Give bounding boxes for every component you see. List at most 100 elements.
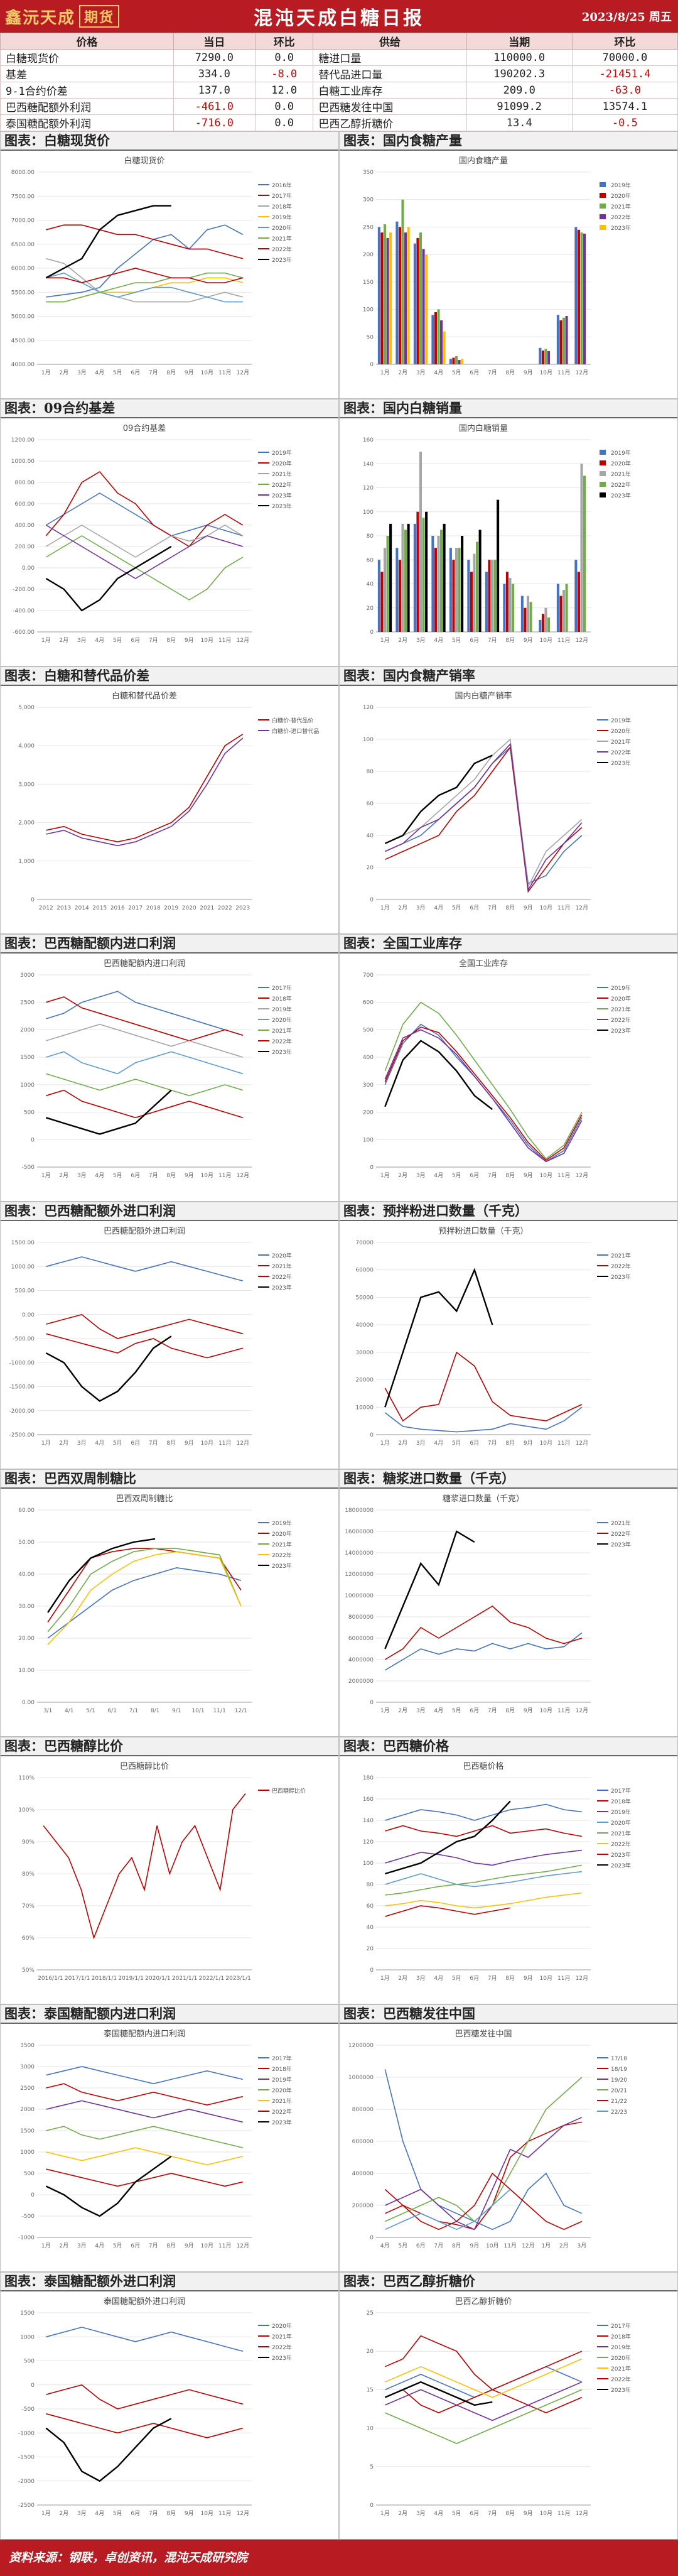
chart-svg: 巴西糖价格 0 20 40 60 80 100 120 140 160 180 1月 2月 3月 4月 5月 6…: [363, 1761, 631, 1982]
series-line: [46, 991, 244, 1036]
y-tick-label: 0: [31, 897, 35, 903]
y-tick-label: 250: [363, 224, 374, 231]
series-line: [46, 2327, 244, 2352]
series-line: [384, 2188, 511, 2231]
x-tick-label: 2月: [398, 1440, 407, 1447]
y-tick-label: 0: [370, 2503, 374, 2509]
chart-svg: 巴西乙醇折糖价 0 5 10 15 20 25 1月 2月 3月 4月 5月 6月 7月 8月 9月 10月 11…: [367, 2296, 631, 2517]
x-tick-label: 9月: [185, 369, 194, 376]
y-tick-label: 90%: [22, 1839, 35, 1845]
chart-svg: 国内白糖产销率 0 20 40 60 80 100 120 1月 2月 3月 4月 5月 6月 7月 8月 9月…: [363, 691, 631, 911]
bar: [526, 595, 530, 632]
legend-label: 2022年: [611, 2376, 631, 2383]
x-tick-label: 5月: [452, 637, 461, 644]
x-tick-label: 3月: [77, 369, 87, 376]
legend-label: 2019年: [272, 214, 292, 221]
y-tick-label: 4500.00: [11, 338, 35, 344]
legend-label: 2016年: [272, 182, 292, 189]
y-tick-label: 2000: [20, 2107, 35, 2113]
bar: [559, 595, 562, 632]
series-line: [385, 1905, 510, 1917]
bar: [431, 536, 434, 632]
chart-svg: 国内食糖产量 0 50 100 150 200 250 300 350 1月 2月 3月 4月 5月 6月 7…: [363, 156, 631, 376]
legend-label: 2020年: [272, 1530, 292, 1538]
x-tick-label: 3月: [416, 637, 426, 644]
y-tick-label: 5: [370, 2464, 374, 2470]
chart-panel: 图表：巴西糖发往中国 巴西糖发往中国 0 200000 400000 600000 8000…: [339, 2004, 678, 2272]
summary-cell: 190202.3: [466, 65, 573, 82]
chart-panel: 图表：巴西糖价格 巴西糖价格 0 20 40 60 80 100 120 140 160 180 1月 2…: [339, 1737, 678, 2004]
bar: [422, 249, 425, 364]
x-tick-label: 6月: [470, 637, 479, 644]
x-tick-label: 6/1: [107, 1708, 116, 1714]
legend-label: 2023年: [611, 1027, 631, 1035]
x-tick-label: 11/1: [213, 1708, 226, 1714]
bar: [547, 351, 551, 364]
legend-label: 2023年: [272, 2119, 292, 2126]
summary-table: 价格 当日 环比 供给 当期 环比 白糖现货价 7290.0 0.0 糖进口量 110000.0 7…: [0, 33, 678, 131]
x-tick-label: 4月: [95, 2510, 104, 2517]
y-tick-label: 0: [31, 2192, 35, 2198]
x-tick-label: 8月: [505, 2510, 515, 2517]
x-tick-label: 2021/1/1: [172, 1975, 197, 1982]
y-tick-label: 50: [367, 334, 374, 340]
y-tick-label: 1500: [20, 1055, 35, 1061]
x-tick-label: 11月: [557, 1975, 570, 1982]
x-tick-label: 2月: [559, 2242, 569, 2249]
x-tick-label: 3月: [77, 637, 87, 644]
series-line: [384, 1606, 583, 1660]
legend-label: 20/21: [611, 2088, 627, 2094]
series-line: [46, 268, 244, 283]
x-tick-label: 9月: [185, 1440, 194, 1447]
x-tick-label: 2月: [398, 1975, 407, 1982]
x-tick-label: 4月: [434, 1707, 443, 1714]
series-line: [46, 1023, 244, 1058]
y-tick-label: -1500.00: [9, 1384, 35, 1391]
legend-label: 2022年: [611, 1530, 631, 1538]
summary-header-row: 价格 当日 环比 供给 当期 环比: [0, 33, 678, 50]
chart-grid: 图表：白糖现货价 白糖现货价 4000.00 4500.00 5000.00 5500.0…: [0, 131, 678, 2540]
x-tick-label: 3月: [77, 2242, 87, 2249]
x-tick-label: 8月: [166, 2242, 176, 2249]
series-line: [46, 2168, 243, 2187]
x-tick-label: 9月: [185, 2242, 194, 2249]
legend-label: 2017年: [272, 984, 292, 992]
chart-title: 巴西乙醇折糖价: [455, 2296, 512, 2307]
legend-label: 2021年: [272, 470, 292, 478]
x-tick-label: 7月: [488, 1440, 497, 1447]
y-tick-label: 1000: [20, 1082, 35, 1089]
x-tick-label: 9月: [524, 1172, 533, 1179]
x-tick-label: 5月: [113, 2242, 122, 2249]
chart-panel: 图表：预拌粉进口数量（千克） 预拌粉进口数量（千克） 0 10000 20000 3000…: [339, 1202, 678, 1469]
x-tick-label: 3月: [416, 369, 426, 376]
x-tick-label: 2月: [398, 1172, 407, 1179]
x-tick-label: 7月: [488, 637, 497, 644]
y-tick-label: 60%: [22, 1935, 35, 1942]
x-tick-label: 8月: [505, 1440, 515, 1447]
y-tick-label: 0: [370, 1165, 374, 1171]
summary-cell: 13.4: [466, 114, 573, 131]
x-tick-label: 9月: [524, 1975, 533, 1982]
chart-panel: 图表：白糖和替代品价差 白糖和替代品价差 0 1,000 2,000 3,000 4,000…: [0, 666, 339, 934]
bar: [580, 464, 583, 632]
y-tick-label: 7000.00: [11, 218, 35, 224]
summary-cell: 0.0: [254, 98, 314, 115]
bar: [389, 523, 392, 632]
y-tick-label: -1000: [18, 2235, 35, 2241]
y-tick-label: 600000: [352, 2139, 374, 2145]
y-tick-label: -1000.00: [9, 1360, 35, 1366]
series-line: [45, 524, 244, 558]
legend-label: 2023年: [272, 492, 292, 499]
y-tick-label: 6000.00: [11, 266, 35, 272]
legend-label: 2021年: [272, 1263, 292, 1270]
x-tick-label: 6月: [470, 1975, 479, 1982]
y-tick-label: 15: [367, 2387, 374, 2393]
legend-label: 2020年: [272, 1252, 292, 1259]
x-tick-label: 5月: [452, 905, 461, 911]
legend-label: 2020年: [611, 1819, 631, 1827]
chart-svg: 白糖现货价 4000.00 4500.00 5000.00 5500.00 6000.00…: [11, 156, 292, 376]
legend-swatch: [600, 204, 606, 209]
series-line: [46, 2100, 243, 2123]
x-tick-label: 1月: [41, 1440, 51, 1447]
bar: [452, 357, 455, 364]
